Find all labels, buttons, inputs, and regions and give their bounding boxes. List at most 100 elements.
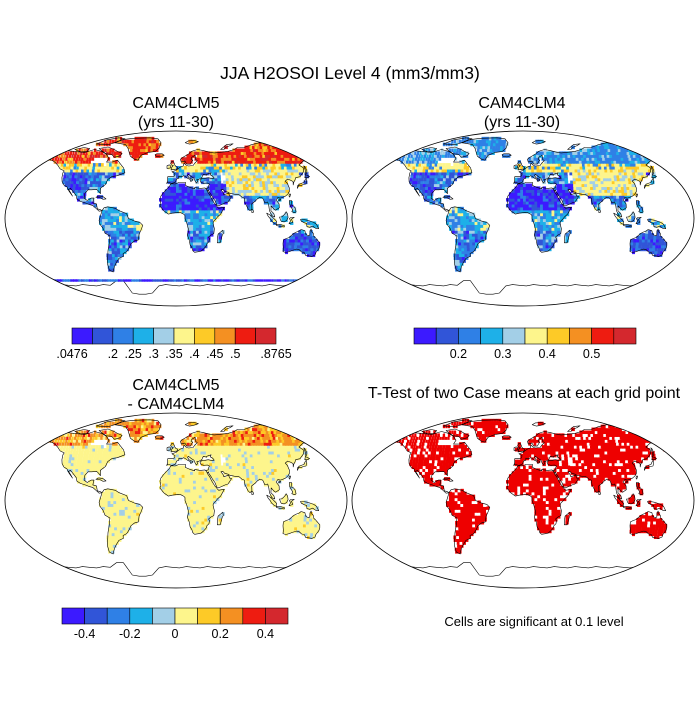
grid-cell xyxy=(593,198,598,202)
grid-cell xyxy=(292,515,296,519)
grid-cell xyxy=(239,160,244,164)
grid-cell xyxy=(562,198,567,202)
grid-cell xyxy=(108,268,112,272)
grid-cell xyxy=(413,154,416,158)
grid-cell xyxy=(627,177,632,182)
grid-cell xyxy=(652,247,655,252)
grid-cell xyxy=(267,183,272,188)
grid-cell xyxy=(234,279,237,282)
grid-cell xyxy=(178,279,182,282)
grid-cell xyxy=(260,148,265,153)
grid-cell xyxy=(542,212,547,217)
grid-cell xyxy=(170,189,174,193)
grid-cell xyxy=(288,445,293,449)
grid-cell xyxy=(197,442,201,446)
grid-cell xyxy=(297,439,302,443)
grid-cell xyxy=(52,439,55,443)
grid-cell xyxy=(520,198,524,202)
grid-cell xyxy=(271,468,275,472)
grid-cell xyxy=(161,201,166,205)
grid-cell xyxy=(584,183,588,188)
grid-cell xyxy=(639,168,644,173)
grid-cell xyxy=(460,209,464,214)
grid-cell xyxy=(316,529,320,534)
grid-cell xyxy=(228,174,232,179)
grid-cell xyxy=(161,485,166,490)
grid-cell xyxy=(628,166,633,170)
grid-cell xyxy=(76,177,80,182)
grid-cell xyxy=(625,148,630,153)
grid-cell xyxy=(523,183,527,188)
grid-cell xyxy=(260,450,264,455)
grid-cell xyxy=(419,160,422,164)
grid-cell xyxy=(271,189,276,193)
grid-cell xyxy=(617,166,622,170)
grid-cell xyxy=(121,218,126,223)
grid-cell xyxy=(113,241,118,246)
grid-cell xyxy=(205,439,209,443)
grid-cell xyxy=(271,195,276,199)
grid-cell xyxy=(141,139,145,144)
grid-cell xyxy=(290,171,295,176)
grid-cell xyxy=(485,142,489,147)
grid-cell xyxy=(487,145,491,150)
grid-cell xyxy=(207,503,211,507)
grid-cell xyxy=(483,157,487,161)
grid-cell xyxy=(210,488,214,493)
grid-cell xyxy=(167,189,171,193)
grid-cell xyxy=(376,154,379,158)
grid-cell xyxy=(243,154,248,158)
grid-cell xyxy=(431,180,435,185)
grid-cell xyxy=(663,160,669,164)
grid-cell xyxy=(125,279,130,282)
grid-cell xyxy=(310,157,315,161)
grid-cell xyxy=(78,157,81,161)
grid-cell xyxy=(554,203,558,208)
grid-cell xyxy=(213,448,218,452)
grid-cell xyxy=(571,198,575,202)
grid-cell xyxy=(30,439,34,443)
grid-cell xyxy=(57,157,60,161)
grid-cell xyxy=(257,157,262,161)
grid-cell xyxy=(74,456,78,461)
grid-cell xyxy=(528,171,532,176)
grid-cell xyxy=(181,439,185,443)
grid-cell xyxy=(59,439,63,443)
grid-cell xyxy=(40,148,42,153)
grid-cell xyxy=(289,279,293,282)
grid-cell xyxy=(119,509,123,513)
grid-cell xyxy=(540,236,544,240)
grid-cell xyxy=(460,233,465,237)
grid-cell xyxy=(318,279,321,282)
grid-cell xyxy=(307,503,311,507)
grid-cell xyxy=(197,171,202,176)
grid-cell xyxy=(81,166,85,170)
grid-cell xyxy=(478,139,482,144)
grid-cell xyxy=(107,491,112,496)
grid-cell xyxy=(280,192,284,196)
grid-cell xyxy=(603,180,608,185)
grid-cell xyxy=(562,195,567,199)
grid-cell xyxy=(423,154,427,158)
grid-cell xyxy=(479,148,483,153)
grid-cell xyxy=(136,154,140,158)
grid-cell xyxy=(545,189,549,193)
grid-cell xyxy=(511,201,516,205)
grid-cell xyxy=(561,171,565,176)
grid-cell xyxy=(308,520,313,525)
grid-cell xyxy=(266,201,271,205)
grid-cell xyxy=(282,526,286,531)
grid-cell xyxy=(136,512,140,516)
grid-cell xyxy=(114,244,118,249)
grid-cell xyxy=(629,151,634,155)
grid-cell xyxy=(95,180,99,185)
grid-cell xyxy=(198,526,202,531)
grid-cell xyxy=(165,279,169,282)
grid-cell xyxy=(190,497,194,502)
grid-cell xyxy=(257,450,262,455)
grid-cell xyxy=(104,494,109,499)
grid-cell xyxy=(248,186,253,190)
grid-cell xyxy=(204,198,208,202)
grid-cell xyxy=(130,233,135,237)
grid-cell xyxy=(202,279,206,282)
